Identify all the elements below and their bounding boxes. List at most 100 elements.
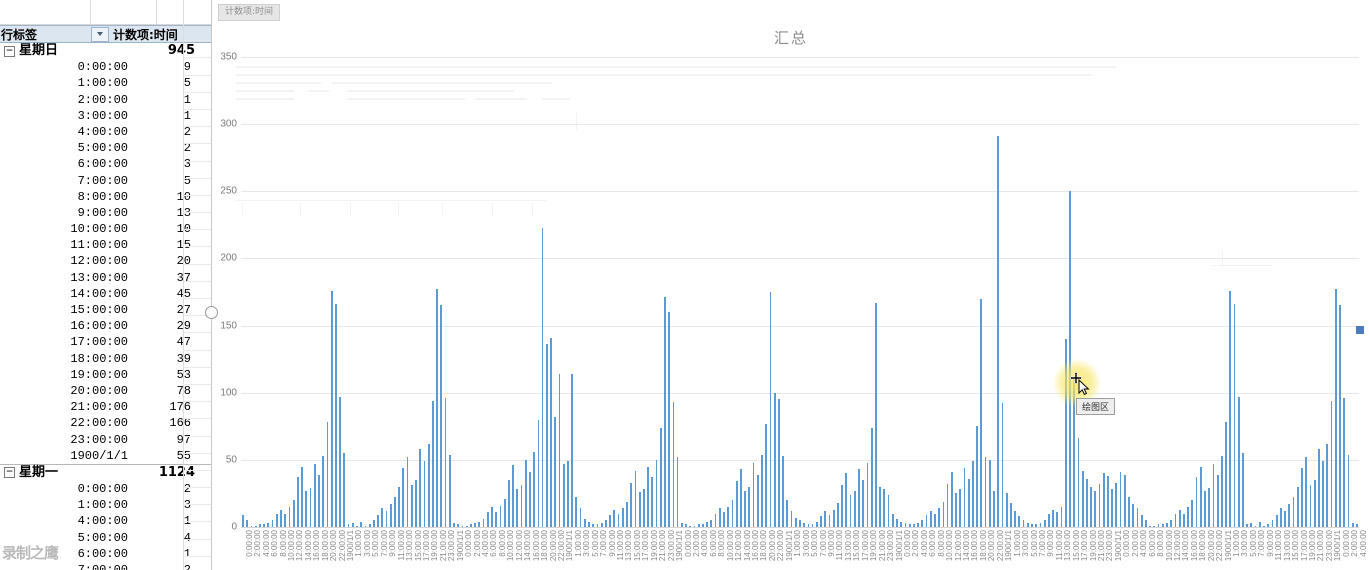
chart-bar[interactable] <box>385 510 388 527</box>
chart-bar[interactable] <box>647 466 649 527</box>
pivot-table-row[interactable]: 6:00:00 1 <box>0 546 211 562</box>
chart-bar[interactable] <box>583 518 586 527</box>
chart-bar[interactable] <box>339 396 341 527</box>
chart-bar[interactable] <box>756 474 759 527</box>
chart-bar[interactable] <box>997 136 1000 527</box>
chart-bar[interactable] <box>558 373 561 527</box>
chart-bar[interactable] <box>672 402 675 527</box>
chart-bar[interactable] <box>242 514 244 527</box>
chart-bar[interactable] <box>1161 524 1164 527</box>
pivot-table-row[interactable]: 22:00:00 166 <box>0 415 211 431</box>
chart-bar[interactable] <box>1267 524 1270 527</box>
chart-bar[interactable] <box>516 489 519 527</box>
chart-bar[interactable] <box>343 453 346 527</box>
chart-bar[interactable] <box>499 505 502 527</box>
chart-bar[interactable] <box>782 455 784 527</box>
pivot-table-row[interactable]: 3:00:00 1 <box>0 108 211 124</box>
pivot-table-row[interactable]: 17:00:00 47 <box>0 334 211 350</box>
chart-bar[interactable] <box>486 512 489 527</box>
chart-bar[interactable] <box>697 524 700 527</box>
plot-area[interactable]: 0 50 100 150 200 250 300 350 <box>220 52 1359 533</box>
chart-bar[interactable] <box>1153 525 1156 527</box>
chart-bar[interactable] <box>1026 522 1029 527</box>
pivot-table-row[interactable]: 10:00:00 10 <box>0 221 211 237</box>
chart-bar[interactable] <box>651 477 654 527</box>
collapse-expander-icon[interactable]: − <box>4 467 15 479</box>
pivot-group-row[interactable]: − 星期日 945 <box>0 43 211 59</box>
chart-bar[interactable] <box>381 508 384 527</box>
pivot-table-row[interactable]: 16:00:00 29 <box>0 318 211 334</box>
chart-bar[interactable] <box>448 454 451 527</box>
chart-bar[interactable] <box>794 517 797 527</box>
chart-bar[interactable] <box>288 506 291 527</box>
chart-bar[interactable] <box>524 459 527 527</box>
pivot-table-row[interactable]: 20:00:00 78 <box>0 383 211 399</box>
chart-bar[interactable] <box>617 513 620 527</box>
chart-bar[interactable] <box>600 522 603 527</box>
pivot-table-row[interactable]: 13:00:00 37 <box>0 270 211 286</box>
pivot-table-row[interactable]: 9:00:00 13 <box>0 205 211 221</box>
chart-bar[interactable] <box>1102 473 1105 527</box>
chart-bar[interactable] <box>246 520 249 527</box>
chart-bar[interactable] <box>301 466 303 527</box>
chart-bar[interactable] <box>453 522 455 527</box>
chart-bar[interactable] <box>259 524 261 527</box>
chart-bar[interactable] <box>820 516 822 527</box>
chart-bar[interactable] <box>478 521 481 527</box>
chart-bar[interactable] <box>908 524 911 527</box>
chart-bar[interactable] <box>1052 509 1054 527</box>
pivot-group-row[interactable]: − 星期一 1124 <box>0 463 211 481</box>
pivot-table-row[interactable]: 0:00:00 2 <box>0 481 211 497</box>
pivot-table-pane[interactable]: 行标签 计数项:时间 − 星期日 945 0:00:00 9 1:00:00 5 2:00:0… <box>0 0 211 570</box>
chart-bar[interactable] <box>263 524 266 527</box>
chart-bar[interactable] <box>406 457 409 527</box>
chart-bar[interactable] <box>626 501 628 527</box>
chart-bar[interactable] <box>946 484 949 527</box>
chart-bar[interactable] <box>1246 524 1249 527</box>
pivot-table-row[interactable]: 8:00:00 10 <box>0 189 211 205</box>
pivot-table-row[interactable]: 14:00:00 45 <box>0 286 211 302</box>
chart-bar[interactable] <box>862 480 865 527</box>
chart-bar[interactable] <box>917 522 919 527</box>
chart-bar[interactable] <box>1271 520 1274 527</box>
chart-bar[interactable] <box>702 524 704 527</box>
chart-bar[interactable] <box>1250 522 1253 527</box>
chart-bar[interactable] <box>1056 512 1059 527</box>
chart-bar[interactable] <box>474 522 476 527</box>
chart-bar[interactable] <box>1225 422 1227 527</box>
chart-bar[interactable] <box>444 398 447 527</box>
chart-bar[interactable] <box>575 497 578 527</box>
chart-bar[interactable] <box>883 489 886 527</box>
chart-bar[interactable] <box>436 289 438 527</box>
chart-bar[interactable] <box>799 520 801 527</box>
chart-bar[interactable] <box>955 493 957 527</box>
chart-bar[interactable] <box>790 510 793 527</box>
chart-bar[interactable] <box>718 508 721 527</box>
chart-bar[interactable] <box>866 462 869 527</box>
chart-bar[interactable] <box>824 510 827 527</box>
chart-bar[interactable] <box>938 508 941 527</box>
chart-bar[interactable] <box>457 524 460 527</box>
chart-bar[interactable] <box>554 416 557 527</box>
pivot-chart-pane[interactable]: 计数项:时间 汇总 <box>211 0 1369 570</box>
chart-bar[interactable] <box>976 426 979 527</box>
chart-bar[interactable] <box>1195 477 1198 527</box>
chart-bar[interactable] <box>347 524 350 527</box>
chart-bar[interactable] <box>870 427 873 527</box>
chart-bar[interactable] <box>942 501 945 527</box>
chart-bar[interactable] <box>1043 520 1046 527</box>
chart-bar[interactable] <box>1309 485 1312 527</box>
chart-bar[interactable] <box>685 524 687 527</box>
chart-bar[interactable] <box>398 486 401 527</box>
chart-bar[interactable] <box>1090 486 1092 527</box>
chart-bar[interactable] <box>980 298 983 527</box>
chart-bar[interactable] <box>668 312 671 527</box>
chart-bar[interactable] <box>297 477 299 527</box>
chart-bar[interactable] <box>318 474 320 527</box>
chart-bar[interactable] <box>313 463 316 527</box>
chart-bar[interactable] <box>706 521 709 527</box>
chart-bar[interactable] <box>934 513 936 527</box>
chart-bar[interactable] <box>1296 486 1299 527</box>
chart-bar[interactable] <box>254 525 257 527</box>
chart-bar[interactable] <box>579 508 582 527</box>
